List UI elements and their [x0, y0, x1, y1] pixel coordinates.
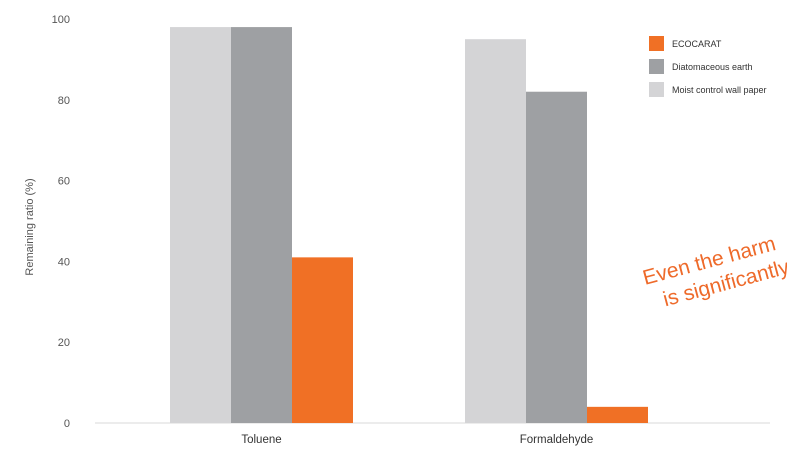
legend-label-moist-control-wall-paper: Moist control wall paper — [672, 85, 767, 95]
bar-moist-control-wall-paper-formaldehyde — [465, 39, 526, 423]
legend-label-diatomaceous-earth: Diatomaceous earth — [672, 62, 753, 72]
y-tick-labels: 0 20 40 60 80 100 — [52, 14, 70, 430]
x-category-label: Toluene — [241, 434, 281, 446]
legend: ECOCARAT Diatomaceous earth Moist control … — [649, 36, 767, 97]
legend-swatch-moist-control-wall-paper — [649, 82, 664, 97]
y-axis-title: Remaining ratio (%) — [24, 178, 36, 275]
legend-label-ecocarat: ECOCARAT — [672, 39, 722, 49]
legend-swatch-ecocarat — [649, 36, 664, 51]
category-labels: Toluene Formaldehyde — [241, 434, 593, 446]
bar-ecocarat-toluene — [292, 257, 353, 423]
y-tick-label: 100 — [52, 14, 70, 26]
x-category-label: Formaldehyde — [520, 434, 594, 446]
bar-diatomaceous-earth-formaldehyde — [526, 91, 587, 423]
bar-moist-control-wall-paper-toluene — [170, 27, 231, 424]
y-tick-label: 80 — [58, 95, 70, 107]
y-tick-label: 20 — [58, 337, 70, 349]
y-tick-label: 40 — [58, 256, 70, 268]
bars — [170, 27, 648, 424]
bar-diatomaceous-earth-toluene — [231, 27, 292, 424]
bar-ecocarat-formaldehyde — [587, 406, 648, 423]
y-tick-label: 60 — [58, 176, 70, 188]
legend-swatch-diatomaceous-earth — [649, 59, 664, 74]
y-tick-label: 0 — [64, 418, 70, 430]
